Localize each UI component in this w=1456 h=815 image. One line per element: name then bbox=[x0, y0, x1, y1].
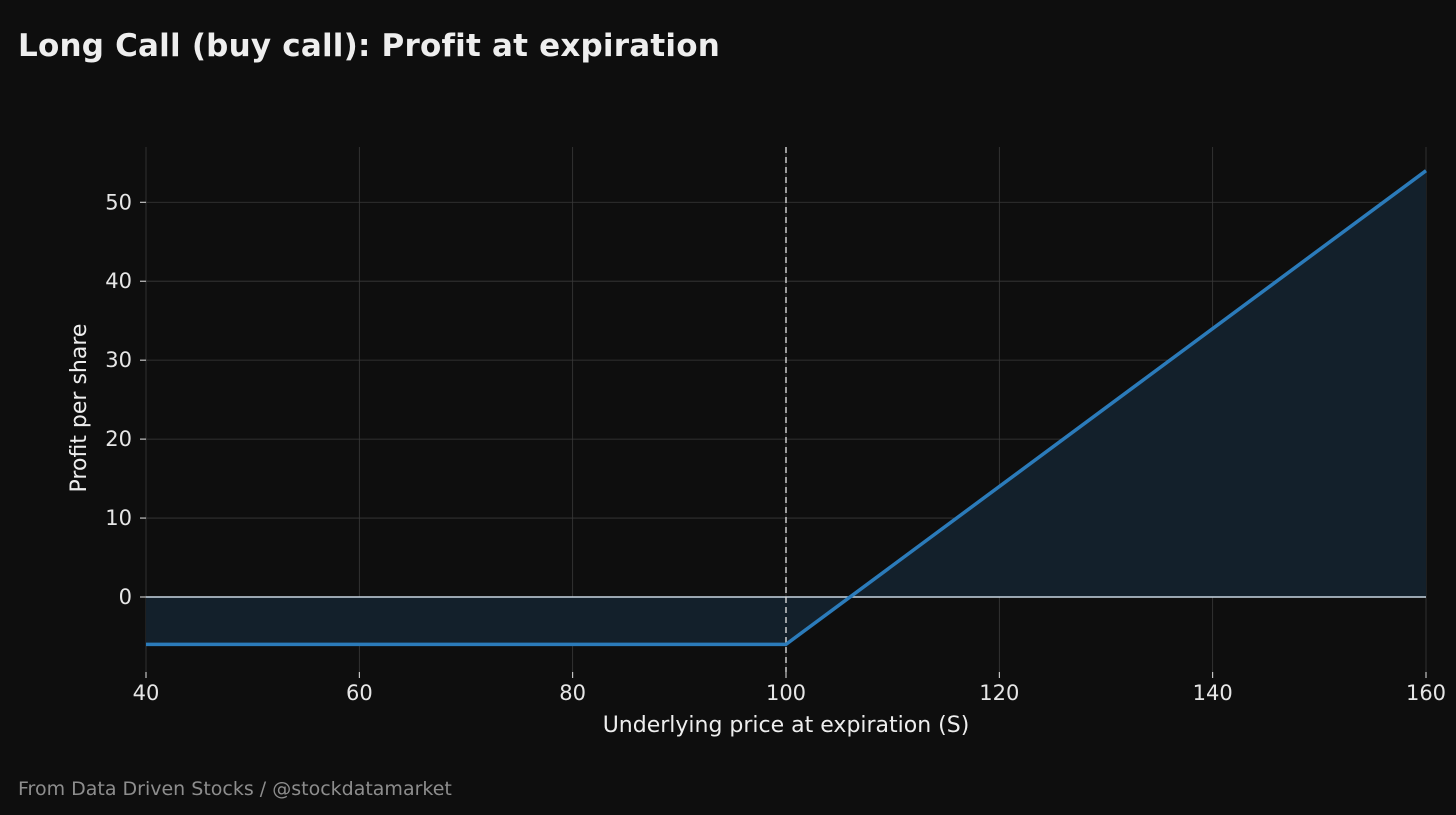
x-tick-label-80: 80 bbox=[559, 681, 586, 705]
series-layer bbox=[146, 169, 1428, 647]
footer-credit: From Data Driven Stocks / @stockdatamark… bbox=[18, 778, 452, 800]
profit-fill bbox=[146, 170, 1426, 645]
x-tick-label-160: 160 bbox=[1406, 681, 1446, 705]
x-tick-label-120: 120 bbox=[979, 681, 1019, 705]
y-tick-label-0: 0 bbox=[119, 585, 132, 609]
y-tick-label-10: 10 bbox=[105, 506, 132, 530]
profit-fill-area bbox=[146, 170, 1426, 645]
y-tick-label-30: 30 bbox=[105, 348, 132, 372]
y-tick-label-50: 50 bbox=[105, 190, 132, 214]
x-tick-label-140: 140 bbox=[1193, 681, 1233, 705]
x-tick-label-40: 40 bbox=[133, 681, 160, 705]
chart-title: Long Call (buy call): Profit at expirati… bbox=[18, 28, 720, 64]
y-tick-label-40: 40 bbox=[105, 269, 132, 293]
profit-line bbox=[146, 169, 1428, 647]
axes: 40 60 80 100 120 140 160 0 10 20 30 40 50 bbox=[105, 190, 1446, 705]
y-axis-label: Profit per share bbox=[67, 324, 92, 493]
x-tick-label-100: 100 bbox=[766, 681, 806, 705]
x-axis-label: Underlying price at expiration (S) bbox=[603, 713, 970, 738]
reference-lines bbox=[146, 147, 1426, 672]
y-tick-label-20: 20 bbox=[105, 427, 132, 451]
x-tick-label-60: 60 bbox=[346, 681, 373, 705]
